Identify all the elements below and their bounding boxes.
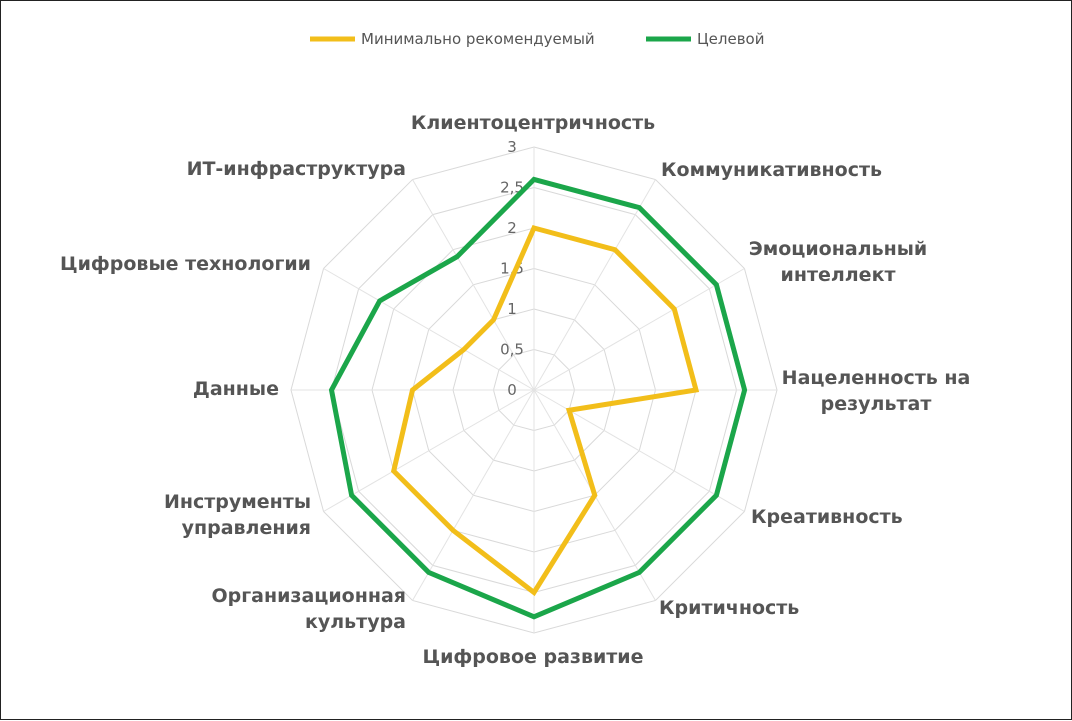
legend: Минимально рекомендуемый Целевой: [310, 30, 764, 48]
category-label-6: Цифровое развитие: [422, 646, 643, 668]
series-line-1: [328, 176, 748, 620]
category-label-1: Коммуникативность: [661, 159, 882, 181]
category-label-10: Цифровые технологии: [60, 253, 311, 275]
grid-spoke-7: [412, 389, 535, 601]
grid-spoke-8: [323, 389, 535, 512]
legend-label-0: Минимально рекомендуемый: [361, 30, 595, 48]
category-label-0: Клиентоцентричность: [411, 112, 655, 134]
category-label-7: Организационная культура: [211, 585, 406, 633]
category-label-8: Инструменты управления: [164, 491, 311, 539]
category-label-5: Критичность: [659, 597, 799, 619]
category-labels: Клиентоцентричность Коммуникативность Эмоц…: [60, 112, 970, 668]
category-label-9: Данные: [193, 378, 279, 400]
series-line-0: [390, 225, 700, 597]
legend-label-1: Целевой: [697, 30, 764, 48]
radial-tick-labels: 00,511,522,53: [500, 138, 524, 399]
tick-label-4: 2: [507, 219, 517, 237]
grid-spoke-10: [323, 268, 535, 391]
tick-label-2: 1: [507, 300, 517, 318]
tick-label-6: 3: [507, 138, 517, 156]
category-label-3: Нацеленность на результат: [782, 367, 971, 415]
grid-spoke-11: [412, 179, 535, 391]
grid-spoke-4: [533, 389, 745, 512]
tick-label-0: 0: [507, 381, 517, 399]
tick-label-1: 0,5: [500, 341, 524, 359]
category-label-2: Эмоциональный интеллект: [749, 238, 927, 286]
category-label-11: ИТ-инфраструктура: [187, 158, 406, 180]
grid-spoke-2: [533, 268, 745, 391]
category-label-4: Креативность: [751, 506, 903, 528]
radar-grid: [290, 146, 778, 634]
grid-spoke-1: [533, 179, 656, 391]
radar-series: [328, 176, 748, 620]
